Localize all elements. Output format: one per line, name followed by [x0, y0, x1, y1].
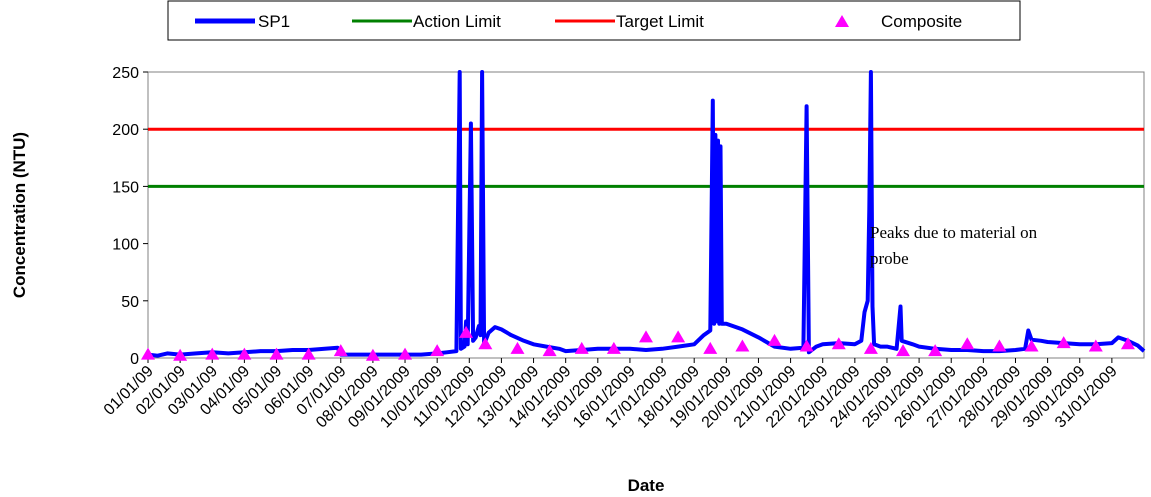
composite-point: [574, 341, 589, 354]
composite-point: [960, 337, 975, 350]
composite-point: [173, 348, 188, 361]
composite-point: [639, 330, 653, 343]
composite-point: [301, 347, 316, 360]
composite-point: [478, 337, 493, 350]
composite-point: [1088, 339, 1103, 352]
legend-label-action-limit: Action Limit: [413, 12, 501, 31]
x-axis-title: Date: [628, 476, 665, 495]
composite-point: [799, 339, 814, 352]
y-axis: 0 50 100 150 200 250: [112, 65, 148, 368]
annotation-line-1: Peaks due to material on: [870, 223, 1038, 242]
composite-point: [863, 341, 878, 354]
composite-point: [510, 341, 525, 354]
series-sp1-line: [147, 70, 1146, 358]
y-tick-label: 150: [112, 179, 139, 196]
legend-label-sp1: SP1: [258, 12, 290, 31]
composite-point: [333, 344, 348, 357]
legend-swatch-composite: [835, 15, 849, 27]
composite-point: [430, 344, 445, 357]
composite-point: [606, 341, 621, 354]
y-axis-title: Concentration (NTU): [10, 132, 29, 298]
composite-point: [1024, 339, 1039, 352]
legend-label-target-limit: Target Limit: [616, 12, 704, 31]
y-tick-label: 200: [112, 122, 139, 139]
legend-label-composite: Composite: [881, 12, 962, 31]
composite-point: [671, 330, 686, 343]
series-layer: [141, 70, 1146, 361]
composite-point: [928, 344, 943, 357]
composite-point: [735, 339, 750, 352]
composite-point: [542, 344, 557, 357]
y-tick-label: 100: [112, 237, 139, 254]
composite-point: [205, 347, 220, 360]
composite-point: [703, 341, 718, 354]
composite-point: [831, 337, 846, 350]
composite-point: [365, 348, 380, 361]
y-tick-label: 50: [121, 294, 139, 311]
composite-point: [992, 339, 1007, 352]
legend: SP1 Action Limit Target Limit Composite: [167, 0, 1021, 41]
composite-point: [237, 347, 252, 360]
composite-point: [398, 347, 413, 360]
composite-point: [896, 344, 911, 357]
composite-point: [141, 347, 155, 360]
annotation-line-2: probe: [870, 249, 909, 268]
composite-point: [1056, 336, 1071, 349]
y-tick-label: 250: [112, 65, 139, 82]
composite-point: [269, 347, 284, 360]
y-tick-label: 0: [130, 351, 139, 368]
composite-point: [767, 333, 782, 346]
x-axis: 01/01/0902/01/0903/01/0904/01/0905/01/09…: [101, 358, 1121, 431]
composite-point: [1120, 337, 1135, 350]
plot-area: [147, 71, 1145, 359]
composite-point: [459, 325, 474, 338]
